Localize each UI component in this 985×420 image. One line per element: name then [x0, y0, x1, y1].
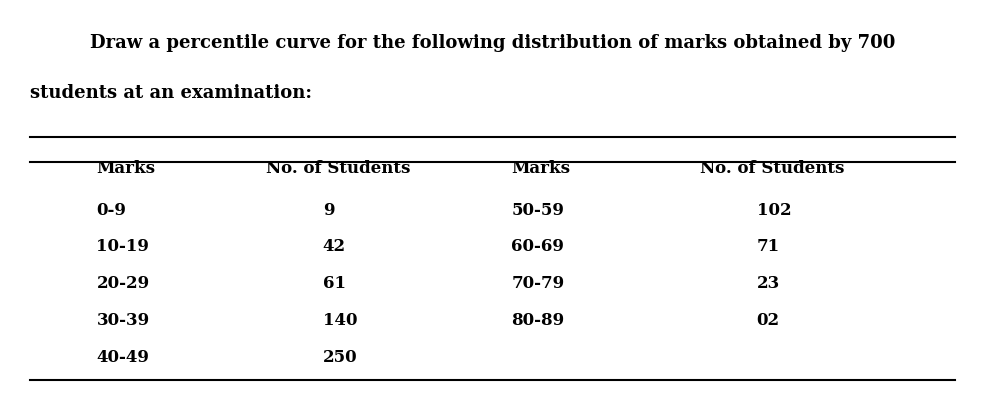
Text: 61: 61 — [323, 276, 346, 292]
Text: Draw a percentile curve for the following distribution of marks obtained by 700: Draw a percentile curve for the followin… — [90, 34, 895, 52]
Text: 40-49: 40-49 — [97, 349, 150, 366]
Text: No. of Students: No. of Students — [700, 160, 844, 176]
Text: 23: 23 — [756, 276, 780, 292]
Text: 50-59: 50-59 — [511, 202, 564, 218]
Text: 10-19: 10-19 — [97, 239, 150, 255]
Text: Marks: Marks — [97, 160, 156, 176]
Text: 0-9: 0-9 — [97, 202, 126, 218]
Text: 140: 140 — [323, 312, 358, 329]
Text: No. of Students: No. of Students — [266, 160, 411, 176]
Text: 02: 02 — [756, 312, 780, 329]
Text: 70-79: 70-79 — [511, 276, 564, 292]
Text: 9: 9 — [323, 202, 334, 218]
Text: 30-39: 30-39 — [97, 312, 150, 329]
Text: 80-89: 80-89 — [511, 312, 564, 329]
Text: 42: 42 — [323, 239, 346, 255]
Text: 20-29: 20-29 — [97, 276, 150, 292]
Text: students at an examination:: students at an examination: — [31, 84, 312, 102]
Text: 250: 250 — [323, 349, 358, 366]
Text: 102: 102 — [756, 202, 791, 218]
Text: 71: 71 — [756, 239, 780, 255]
Text: Marks: Marks — [511, 160, 570, 176]
Text: 60-69: 60-69 — [511, 239, 564, 255]
